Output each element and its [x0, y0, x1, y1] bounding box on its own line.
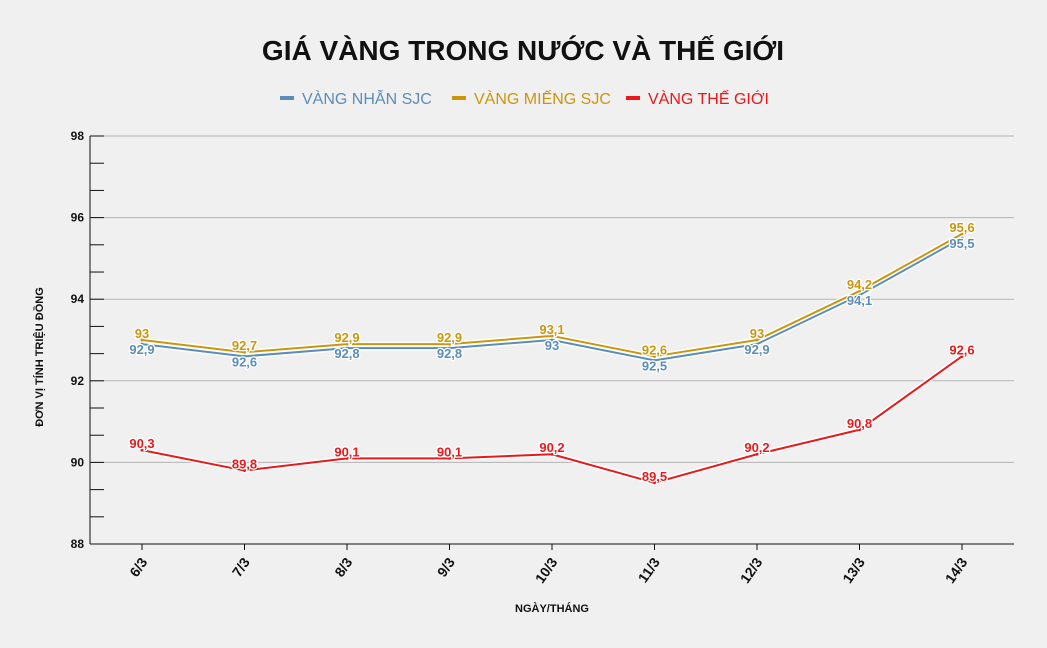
- chart-title: GIÁ VÀNG TRONG NƯỚC VÀ THẾ GIỚI: [262, 35, 784, 66]
- data-point: [858, 428, 861, 432]
- y-tick-label: 98: [71, 129, 85, 143]
- data-point: [243, 350, 246, 354]
- x-tick-label: 9/3: [434, 554, 458, 579]
- data-label: 94,1: [847, 293, 872, 308]
- data-point: [653, 481, 656, 485]
- data-point: [550, 338, 554, 342]
- data-label: 92,9: [129, 342, 154, 357]
- series-halo: [141, 354, 964, 486]
- y-axis-label: ĐƠN VỊ TÍNH TRIỆU ĐỒNG: [33, 287, 46, 427]
- x-axis: 6/3 7/3 8/3 9/3 10/3 11/3 12/3 13/3 14/3: [90, 543, 1014, 586]
- data-label: 92,6: [949, 342, 974, 357]
- data-label: 93: [750, 326, 764, 341]
- data-point: [345, 346, 349, 350]
- data-point: [243, 469, 246, 473]
- data-label: 89,8: [232, 457, 257, 472]
- data-point: [755, 338, 759, 342]
- y-tick-label: 94: [71, 292, 85, 306]
- x-tick-label: 11/3: [635, 554, 663, 585]
- data-label: 95,6: [949, 220, 974, 235]
- data-point: [960, 354, 964, 358]
- y-tick-label: 90: [71, 455, 85, 469]
- series-group: [140, 231, 964, 486]
- y-tick-label: 88: [71, 537, 85, 551]
- data-point: [243, 354, 246, 358]
- data-label: 92,9: [334, 330, 359, 345]
- data-point: [448, 456, 451, 460]
- data-label: 92,8: [334, 346, 359, 361]
- legend-label: VÀNG NHẪN SJC: [302, 89, 432, 108]
- data-point: [960, 232, 964, 236]
- data-point: [653, 354, 656, 358]
- x-tick-label: 7/3: [229, 554, 253, 579]
- data-label: 92,6: [642, 342, 667, 357]
- data-label: 92,5: [642, 358, 667, 373]
- y-tick-label: 92: [71, 374, 85, 388]
- data-label: 95,5: [949, 236, 974, 251]
- data-label: 93: [135, 326, 149, 341]
- data-label: 92,7: [232, 338, 257, 353]
- data-label: 92,9: [744, 342, 769, 357]
- data-point: [448, 346, 451, 350]
- data-label: 93: [545, 338, 559, 353]
- data-point: [345, 456, 349, 460]
- x-tick-label: 14/3: [942, 554, 971, 586]
- legend-label: VÀNG MIẾNG SJC: [474, 89, 611, 108]
- x-tick-label: 10/3: [532, 554, 561, 586]
- data-point: [550, 334, 554, 338]
- data-label: 93,1: [539, 322, 564, 337]
- data-point: [448, 342, 451, 346]
- data-point: [653, 358, 656, 362]
- data-point: [755, 342, 759, 346]
- data-label: 90,3: [129, 436, 154, 451]
- legend: VÀNG NHẪN SJC VÀNG MIẾNG SJC VÀNG THẾ GIỚI: [280, 89, 769, 108]
- data-label: 92,8: [437, 346, 462, 361]
- y-tick-label: 96: [71, 211, 85, 225]
- data-point: [755, 452, 759, 456]
- data-label: 89,5: [642, 469, 667, 484]
- data-label: 90,1: [334, 444, 359, 459]
- data-label: 92,6: [232, 354, 257, 369]
- data-point: [550, 452, 554, 456]
- data-label: 90,1: [437, 444, 462, 459]
- data-labels: 92,9 92,6 92,8 92,8 93 92,5 92,9 94,1 95,5 93 92,7…: [128, 219, 976, 485]
- legend-label: VÀNG THẾ GIỚI: [648, 89, 769, 108]
- x-tick-label: 13/3: [839, 554, 868, 586]
- y-axis: 88 90 92 94 96 98: [71, 129, 104, 551]
- data-point: [858, 293, 861, 297]
- x-axis-label: NGÀY/THÁNG: [515, 602, 589, 615]
- x-tick-label: 8/3: [331, 554, 355, 579]
- data-label: 90,2: [539, 440, 564, 455]
- data-label: 92,9: [437, 330, 462, 345]
- data-label: 94,2: [847, 277, 872, 292]
- data-point: [140, 338, 144, 342]
- series-line: [141, 355, 963, 484]
- data-point: [345, 342, 349, 346]
- data-label: 90,8: [847, 416, 872, 431]
- data-point: [140, 342, 144, 346]
- data-point: [140, 448, 144, 452]
- x-tick-label: 12/3: [737, 554, 766, 586]
- x-tick-label: 6/3: [126, 554, 150, 579]
- data-point: [960, 236, 964, 240]
- data-point: [858, 289, 861, 293]
- data-label: 90,2: [744, 440, 769, 455]
